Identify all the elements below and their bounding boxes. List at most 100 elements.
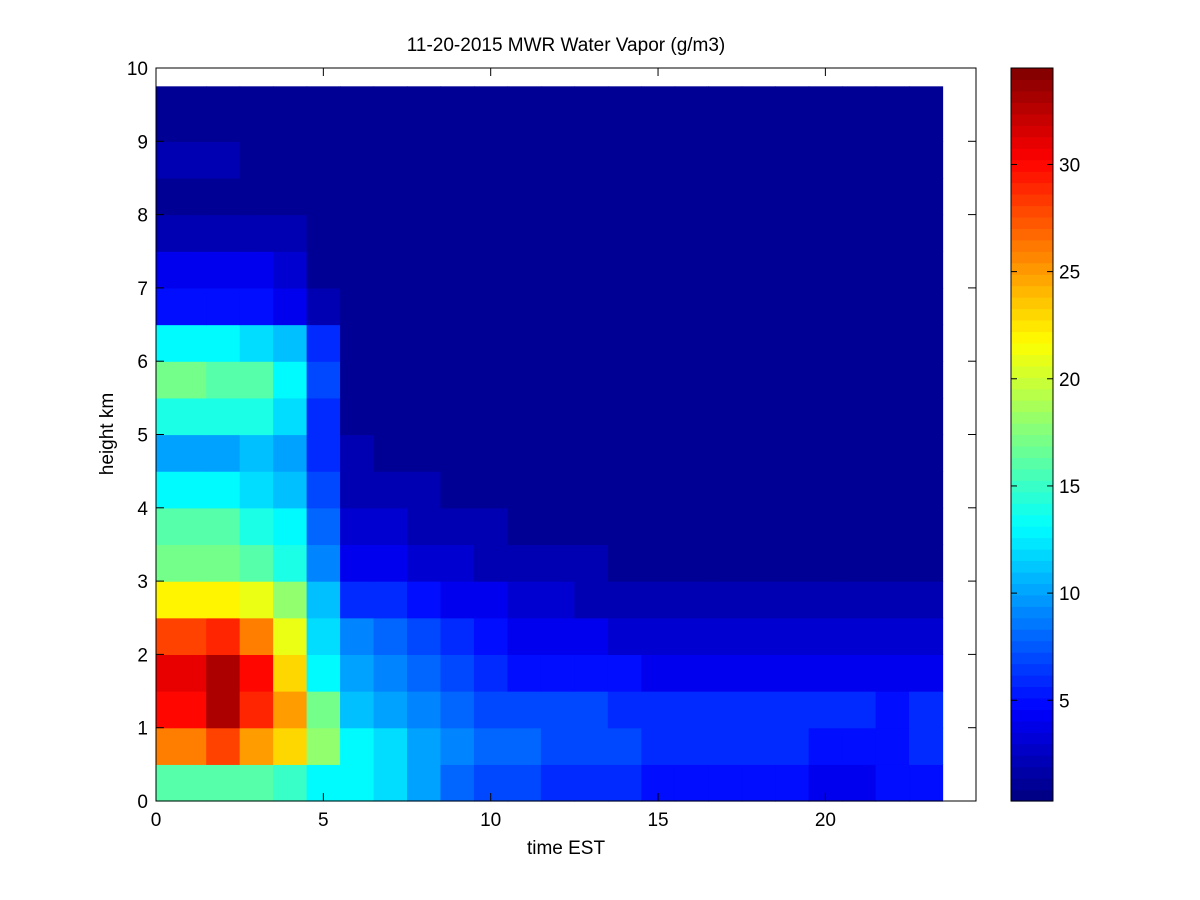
heatmap-cell — [373, 544, 408, 582]
heatmap-cell — [407, 764, 442, 802]
x-tick-label: 0 — [151, 810, 162, 831]
colorbar-band — [1011, 68, 1053, 81]
heatmap-cell — [641, 214, 676, 252]
heatmap-cell — [741, 727, 776, 765]
heatmap-cell — [909, 544, 944, 582]
heatmap-cell — [239, 727, 274, 765]
heatmap-cell — [239, 654, 274, 692]
heatmap-cell — [340, 251, 375, 289]
colorbar-band — [1011, 113, 1053, 126]
heatmap-cell — [909, 86, 944, 142]
heatmap-cell — [156, 617, 207, 655]
colorbar-tick-label: 15 — [1059, 477, 1080, 498]
heatmap-cell — [440, 727, 475, 765]
heatmap-cell — [473, 177, 509, 216]
heatmap-cell — [407, 691, 442, 729]
colorbar-band — [1011, 675, 1053, 688]
heatmap-cell — [842, 581, 877, 619]
heatmap-cell — [540, 434, 575, 472]
heatmap-cell — [574, 434, 609, 472]
heatmap-cell — [440, 251, 475, 289]
heatmap-cell — [306, 361, 341, 399]
heatmap-cell — [808, 617, 843, 655]
heatmap-cell — [540, 764, 575, 802]
heatmap-cell — [507, 654, 542, 692]
heatmap-cell — [273, 324, 308, 362]
heatmap-cell — [473, 654, 509, 692]
heatmap-cell — [306, 86, 341, 142]
heatmap-cell — [273, 581, 308, 619]
heatmap-cell — [440, 654, 475, 692]
heatmap-cell — [909, 324, 944, 362]
heatmap-cell — [708, 397, 743, 436]
heatmap-cell — [909, 251, 944, 289]
heatmap-cell — [440, 471, 475, 509]
heatmap-cell — [641, 617, 676, 655]
heatmap-cell — [909, 434, 944, 472]
heatmap-cell — [206, 544, 241, 582]
heatmap-cell — [574, 177, 609, 216]
heatmap-cell — [775, 654, 810, 692]
heatmap-cell — [708, 691, 743, 729]
heatmap-cell — [407, 727, 442, 765]
heatmap-cell — [741, 287, 776, 326]
heatmap-cell — [239, 214, 274, 252]
heatmap-cell — [440, 324, 475, 362]
heatmap-cell — [540, 361, 575, 399]
heatmap-cell — [842, 141, 877, 179]
heatmap-cell — [574, 507, 609, 546]
heatmap-cell — [574, 361, 609, 399]
heatmap-cell — [775, 86, 810, 142]
heatmap-cell — [674, 141, 709, 179]
heatmap-cell — [156, 544, 207, 582]
heatmap-cell — [641, 177, 676, 216]
heatmap-cell — [875, 764, 910, 802]
heatmap-cell — [842, 764, 877, 802]
heatmap-cell — [273, 214, 308, 252]
heatmap-cell — [540, 287, 575, 326]
colorbar-band — [1011, 251, 1053, 264]
heatmap-cell — [306, 141, 341, 179]
heatmap-cell — [340, 324, 375, 362]
heatmap-cell — [808, 177, 843, 216]
heatmap-cell — [507, 214, 542, 252]
heatmap-cell — [273, 141, 308, 179]
heatmap-cell — [775, 471, 810, 509]
heatmap-cell — [407, 177, 442, 216]
colorbar-band — [1011, 526, 1053, 539]
colorbar-band — [1011, 365, 1053, 378]
colorbar-band — [1011, 583, 1053, 596]
heatmap-cell — [273, 507, 308, 546]
heatmap-cell — [674, 471, 709, 509]
heatmap-cell — [708, 361, 743, 399]
heatmap-cell — [741, 251, 776, 289]
y-tick-label: 3 — [137, 572, 148, 593]
heatmap-cell — [340, 727, 375, 765]
y-tick-label: 9 — [137, 132, 148, 153]
heatmap-cell — [607, 177, 642, 216]
heatmap-cell — [273, 764, 308, 802]
colorbar-band — [1011, 743, 1053, 756]
heatmap-cell — [373, 287, 408, 326]
heatmap-cell — [775, 727, 810, 765]
heatmap-cell — [875, 361, 910, 399]
heatmap-cell — [273, 617, 308, 655]
heatmap-cell — [540, 324, 575, 362]
heatmap-cell — [607, 287, 642, 326]
colorbar-band — [1011, 182, 1053, 195]
heatmap-cell — [875, 654, 910, 692]
heatmap-cell — [306, 324, 341, 362]
colorbar-band — [1011, 388, 1053, 401]
colorbar-band — [1011, 342, 1053, 355]
heatmap-cell — [842, 361, 877, 399]
heatmap-cell — [507, 177, 542, 216]
heatmap-cell — [674, 324, 709, 362]
heatmap-cell — [775, 507, 810, 546]
heatmap-cell — [407, 324, 442, 362]
heatmap-cell — [473, 471, 509, 509]
heatmap-cell — [808, 507, 843, 546]
heatmap-cell — [641, 581, 676, 619]
colorbar-band — [1011, 755, 1053, 768]
heatmap-cell — [373, 397, 408, 436]
heatmap-cell — [440, 287, 475, 326]
